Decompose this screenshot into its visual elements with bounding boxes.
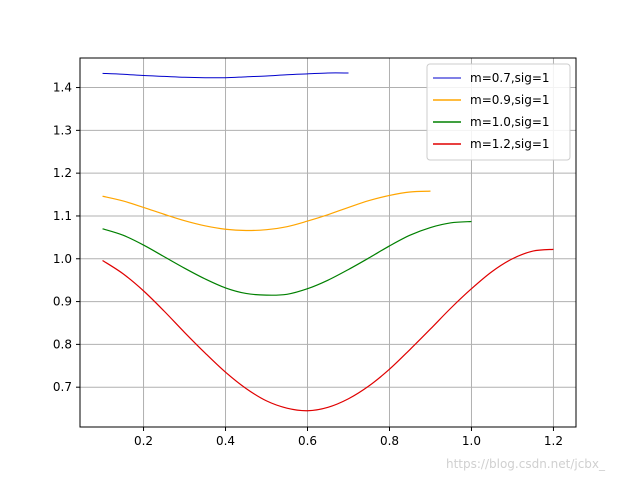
watermark-text: https://blog.csdn.net/jcbx_ bbox=[446, 457, 606, 471]
y-tick-label: 1.3 bbox=[53, 123, 72, 137]
plot-frame bbox=[79, 57, 577, 428]
y-tick-label: 0.9 bbox=[53, 295, 72, 309]
series-line-4 bbox=[102, 248, 554, 412]
x-tick-label: 1.2 bbox=[544, 434, 563, 448]
y-tick-label: 1.4 bbox=[53, 81, 72, 95]
legend-label-1: m=0.7,sig=1 bbox=[470, 71, 550, 85]
series-layer bbox=[102, 72, 554, 412]
x-tick-label: 0.6 bbox=[298, 434, 317, 448]
x-tick-label: 0.8 bbox=[380, 434, 399, 448]
series-line-2 bbox=[102, 190, 431, 232]
legend-label-2: m=0.9,sig=1 bbox=[470, 93, 550, 107]
x-tick-label: 0.2 bbox=[134, 434, 153, 448]
y-tick-label: 1.0 bbox=[53, 252, 72, 266]
x-tick-label: 0.4 bbox=[216, 434, 235, 448]
y-tick-label: 1.1 bbox=[53, 209, 72, 223]
y-tick-label: 1.2 bbox=[53, 166, 72, 180]
legend-label-3: m=1.0,sig=1 bbox=[470, 115, 550, 129]
x-tick-label: 1.0 bbox=[462, 434, 481, 448]
series-line-3 bbox=[102, 220, 472, 296]
tick-layer: 0.2 0.4 0.6 0.8 1.0 1.2 0.7 0.8 0.9 1.0 1.1 1.2 1.3 1… bbox=[53, 81, 563, 448]
legend: m=0.7,sig=1 m=0.9,sig=1 m=1.0,sig=1 m=1.2,s… bbox=[426, 63, 571, 161]
legend-box bbox=[426, 63, 571, 161]
y-tick-label: 0.7 bbox=[53, 380, 72, 394]
legend-label-4: m=1.2,sig=1 bbox=[470, 137, 550, 151]
grid-layer bbox=[80, 58, 576, 427]
series-line-1 bbox=[102, 72, 349, 79]
y-tick-label: 0.8 bbox=[53, 337, 72, 351]
